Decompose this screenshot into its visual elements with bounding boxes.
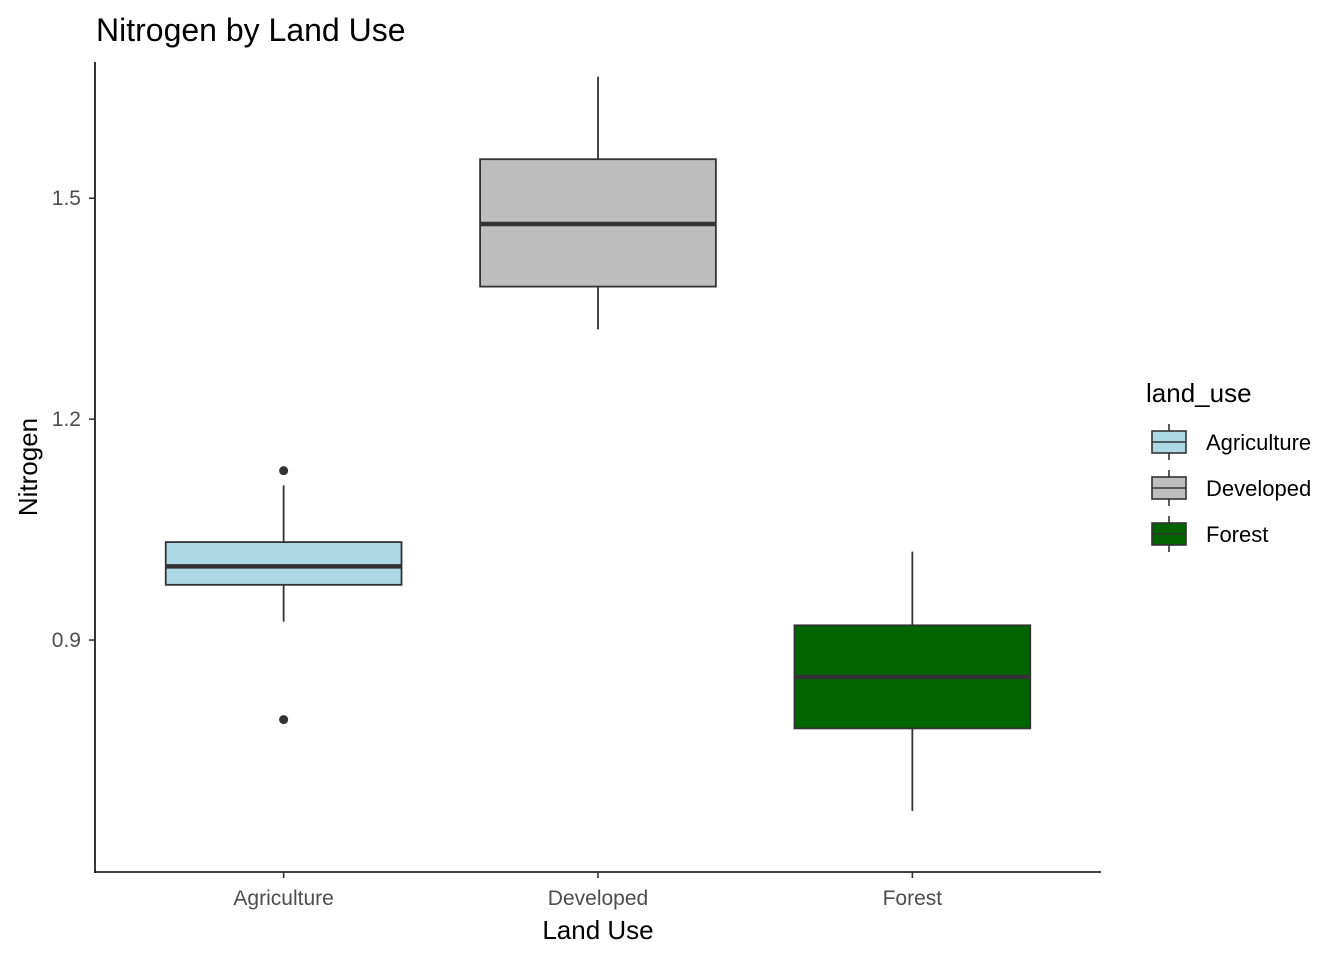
box-agriculture <box>164 466 403 725</box>
x-tick-label: Developed <box>548 887 648 910</box>
legend-item-forest: Forest <box>1151 516 1268 552</box>
outlier-point <box>279 715 289 725</box>
legend-label: Agriculture <box>1206 430 1311 455</box>
outlier-point <box>279 466 289 476</box>
x-axis-ticks: Agriculture Developed Forest <box>233 872 942 910</box>
box-iqr <box>164 541 403 586</box>
x-tick-label: Forest <box>883 887 943 910</box>
legend-title: land_use <box>1146 378 1252 408</box>
plot-area <box>164 76 1032 811</box>
legend-item-agriculture: Agriculture <box>1151 424 1311 460</box>
x-tick-label: Agriculture <box>233 887 333 910</box>
y-tick-label: 1.2 <box>52 408 81 431</box>
box-forest <box>793 551 1032 811</box>
legend-label: Forest <box>1206 522 1268 547</box>
y-tick-label: 0.9 <box>52 629 81 652</box>
legend-item-developed: Developed <box>1151 470 1311 506</box>
y-tick-label: 1.5 <box>52 187 81 210</box>
x-axis-title: Land Use <box>542 915 653 945</box>
y-axis-title: Nitrogen <box>13 418 43 516</box>
chart-title: Nitrogen by Land Use <box>96 12 406 48</box>
y-axis-ticks: 0.9 1.2 1.5 <box>52 187 95 652</box>
legend: land_use Agriculture Developed Forest <box>1146 378 1311 552</box>
legend-label: Developed <box>1206 476 1311 501</box>
box-developed <box>479 76 717 330</box>
